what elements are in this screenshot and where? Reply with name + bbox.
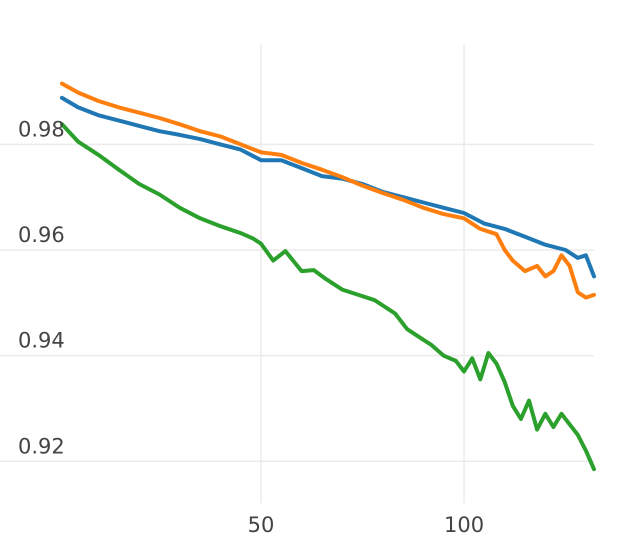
y-tick-label: 0.94: [18, 329, 65, 353]
x-tick-label: 50: [248, 513, 275, 537]
tick-labels: 0.92 0.94 0.96 0.98 50 100: [18, 117, 484, 537]
y-tick-label: 0.98: [18, 117, 65, 141]
series-group: [60, 81, 596, 472]
series-line-2: [60, 81, 596, 300]
y-tick-label: 0.96: [18, 223, 65, 247]
series-line-3: [60, 122, 596, 472]
x-tick-label: 100: [444, 513, 484, 537]
grid: [0, 44, 594, 503]
y-tick-label: 0.92: [18, 434, 65, 458]
